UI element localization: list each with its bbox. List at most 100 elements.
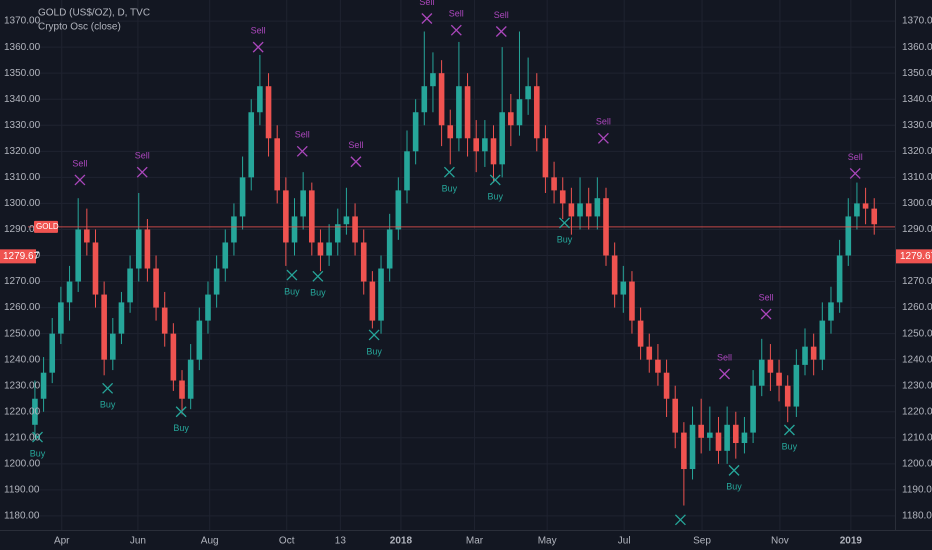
- candle-body: [196, 320, 203, 360]
- signal-label: Sell: [717, 352, 732, 362]
- candle-body: [66, 281, 73, 303]
- candle-body: [482, 138, 488, 152]
- candle-body: [707, 432, 713, 438]
- y-tick-label-left: 1340.00: [4, 94, 41, 105]
- candle-body: [698, 424, 704, 438]
- signal-cross: [421, 13, 433, 24]
- signal-cross: [296, 145, 308, 157]
- y-tick-label-left: 1370.00: [4, 16, 41, 27]
- candle-body: [378, 268, 384, 321]
- x-tick-label: 2018: [390, 536, 413, 547]
- y-tick-label: 1200.00: [902, 458, 932, 469]
- signal-marker: [102, 382, 114, 394]
- x-tick-label: 2019: [840, 536, 863, 547]
- candle-body: [291, 216, 298, 243]
- y-tick-label: 1350.00: [902, 68, 932, 79]
- signal-cross: [252, 41, 264, 53]
- candle-body: [750, 385, 756, 433]
- candle-body: [343, 216, 350, 225]
- signal-marker: [450, 24, 462, 36]
- candle-body: [784, 385, 791, 407]
- signal-marker: [719, 368, 731, 380]
- y-tick-label: 1250.00: [902, 328, 932, 339]
- signal-label: Sell: [759, 292, 774, 302]
- y-tick-label: 1260.00: [902, 302, 932, 313]
- candle-body: [793, 364, 800, 407]
- signal-cross: [597, 132, 609, 144]
- y-tick-label: 1370.00: [902, 16, 932, 27]
- signal-label: Buy: [284, 286, 300, 296]
- candle-body: [317, 242, 324, 256]
- candle-body: [170, 333, 177, 381]
- candle-body: [430, 73, 436, 87]
- signal-marker: [74, 174, 86, 186]
- candle-body: [854, 203, 860, 217]
- signal-marker: [296, 145, 308, 157]
- last-price-tag: [896, 249, 932, 264]
- candle-body: [871, 208, 878, 225]
- candle-body: [274, 138, 280, 191]
- signal-cross: [489, 174, 501, 186]
- candle-body: [810, 346, 817, 360]
- signal-label: Buy: [442, 184, 458, 194]
- y-tick-label-left: 1260.00: [4, 302, 41, 313]
- candle-body: [741, 432, 748, 444]
- y-tick-label-left: 1360.00: [4, 42, 41, 53]
- signal-cross: [783, 424, 795, 436]
- x-tick-label: Sep: [693, 536, 711, 547]
- candle-body: [473, 138, 480, 152]
- x-tick-label: Aug: [201, 536, 219, 547]
- candle-body: [187, 359, 194, 399]
- y-tick-label: 1320.00: [902, 146, 932, 157]
- y-tick-label-left: 1350.00: [4, 68, 41, 79]
- x-tick-label: Jul: [618, 536, 631, 547]
- candle-body: [300, 190, 306, 217]
- candle-body: [84, 229, 90, 243]
- candle-body: [568, 203, 575, 217]
- signal-marker: [32, 431, 43, 443]
- candle-body: [559, 190, 566, 204]
- signal-label: Buy: [173, 423, 189, 433]
- candle-body: [802, 346, 808, 365]
- candle-body: [637, 320, 644, 347]
- last-price-tag-left: [0, 249, 36, 264]
- y-tick-label: 1340.00: [902, 94, 932, 105]
- candle-body: [179, 380, 185, 399]
- signal-cross: [849, 167, 861, 179]
- candle-body: [326, 242, 332, 256]
- y-tick-label-left: 1270.00: [4, 276, 41, 287]
- y-tick-label-left: 1220.00: [4, 406, 41, 417]
- signal-label: Buy: [366, 346, 382, 356]
- signal-marker: [175, 406, 187, 418]
- y-tick-label: 1230.00: [902, 380, 932, 391]
- signal-marker: [421, 13, 433, 24]
- signal-label: Sell: [135, 151, 150, 161]
- candle-body: [533, 86, 540, 139]
- candle-body: [542, 138, 549, 178]
- candle-body: [75, 229, 81, 282]
- y-tick-label: 1310.00: [902, 172, 932, 183]
- signal-cross: [559, 217, 570, 229]
- y-tick-label: 1290.00: [902, 224, 932, 235]
- signal-marker: [489, 174, 501, 186]
- candle-body: [724, 424, 730, 451]
- candle-body: [213, 268, 220, 295]
- signal-marker: [783, 424, 795, 436]
- candle-body: [611, 255, 618, 295]
- x-tick-label: May: [538, 536, 557, 547]
- signal-cross: [368, 329, 380, 341]
- y-tick-label-left: 1200.00: [4, 458, 41, 469]
- candle-body: [352, 216, 358, 243]
- candle-body: [127, 268, 133, 303]
- y-tick-label-left: 1330.00: [4, 120, 41, 131]
- candle-body: [40, 372, 47, 399]
- candle-body: [499, 112, 505, 165]
- y-tick-label: 1330.00: [902, 120, 932, 131]
- price-line-tag: [34, 220, 58, 233]
- candle-body: [620, 281, 627, 295]
- signal-marker: [674, 514, 686, 526]
- y-tick-label-left: 1320.00: [4, 146, 41, 157]
